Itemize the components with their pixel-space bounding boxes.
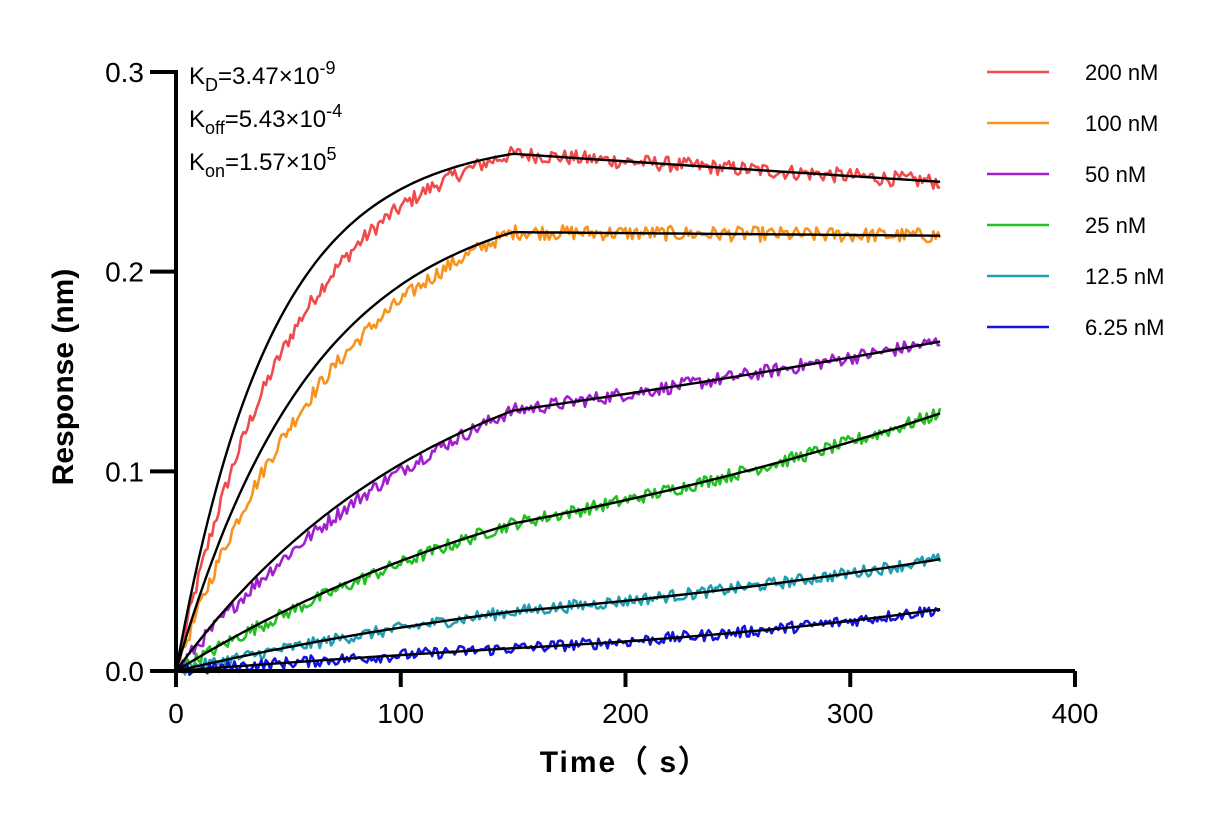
- kinetic-constant-on: Kon=1.57×105: [189, 144, 337, 181]
- series-line-200-nM: [174, 145, 941, 672]
- series-line-100-nM: [174, 224, 942, 672]
- y-tick-label: 0.1: [105, 456, 144, 487]
- fit-line-6_25-nM: [175, 607, 941, 673]
- legend-item: 50 nM: [987, 162, 1146, 187]
- legend-item: 6.25 nM: [987, 315, 1165, 340]
- legend-item: 12.5 nM: [987, 264, 1165, 289]
- legend: 200 nM 100 nM 50 nM 25 nM 12.5 nM 6.25 nM: [987, 60, 1165, 340]
- legend-label: 100 nM: [1085, 111, 1158, 136]
- series-line-25-nM: [175, 407, 942, 674]
- data-layer: [174, 145, 942, 676]
- fit-line-100-nM: [174, 231, 941, 672]
- axes: 0 100 200 300 400 0.0 0.1 0.2 0.3: [105, 57, 1098, 729]
- fit-line-200-nM: [174, 152, 941, 672]
- x-tick-label: 300: [827, 698, 874, 729]
- legend-item: 200 nM: [987, 60, 1158, 85]
- legend-label: 6.25 nM: [1085, 315, 1165, 340]
- y-tick-label: 0.2: [105, 257, 144, 288]
- fit-line-12_5-nM: [175, 558, 941, 673]
- y-tick-label: 0.3: [105, 57, 144, 88]
- legend-label: 12.5 nM: [1085, 264, 1165, 289]
- legend-item: 100 nM: [987, 111, 1158, 136]
- fit-layer: [174, 152, 941, 673]
- legend-label: 200 nM: [1085, 60, 1158, 85]
- legend-label: 50 nM: [1085, 162, 1146, 187]
- legend-item: 25 nM: [987, 213, 1146, 238]
- fit-line-50-nM: [175, 340, 941, 672]
- kinetic-constant-off: Koff=5.43×10-4: [189, 101, 342, 138]
- x-tick-label: 100: [377, 698, 424, 729]
- y-axis-title: Response (nm): [47, 269, 80, 486]
- kinetic-constant-D: KD=3.47×10-9: [189, 58, 335, 95]
- annotations: KD=3.47×10-9 Koff=5.43×10-4 Kon=1.57×105: [189, 58, 342, 181]
- series-line-6_25-nM: [175, 606, 941, 676]
- x-tick-label: 0: [168, 698, 184, 729]
- x-tick-label: 200: [602, 698, 649, 729]
- x-tick-label: 400: [1052, 698, 1099, 729]
- legend-label: 25 nM: [1085, 213, 1146, 238]
- x-axis-title: Time（ s）: [540, 745, 711, 779]
- fit-line-25-nM: [175, 412, 941, 673]
- y-tick-label: 0.0: [105, 656, 144, 687]
